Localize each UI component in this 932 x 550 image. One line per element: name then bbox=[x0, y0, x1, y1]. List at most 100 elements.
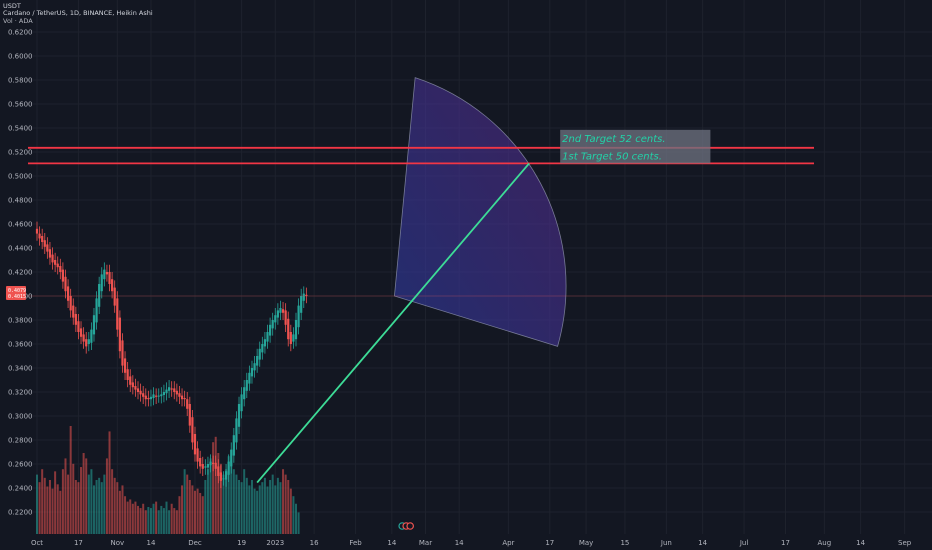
target-labels: 2nd Target 52 cents. 1st Target 50 cents. bbox=[560, 129, 711, 164]
volume-bar bbox=[46, 486, 49, 534]
fan-drawing[interactable] bbox=[393, 77, 567, 347]
candle-body bbox=[287, 318, 290, 340]
candle-body bbox=[100, 274, 103, 292]
volume-bar bbox=[38, 482, 41, 534]
time-tick-label: 15 bbox=[620, 539, 629, 547]
candle-body bbox=[250, 368, 254, 377]
candle-body bbox=[180, 395, 184, 400]
candle-body bbox=[147, 398, 150, 400]
volume-bar bbox=[90, 469, 93, 534]
volume-bar bbox=[287, 480, 290, 534]
candle-body bbox=[170, 388, 173, 390]
time-tick-label: Nov bbox=[110, 539, 124, 547]
candle-body bbox=[131, 382, 134, 388]
candle-body bbox=[162, 392, 166, 395]
candle-body bbox=[116, 298, 119, 330]
price-tick-label: 0.4600 bbox=[8, 221, 33, 229]
volume-bar bbox=[263, 477, 266, 534]
candle-body bbox=[77, 321, 80, 332]
volume-bar bbox=[103, 474, 106, 534]
volume-bar bbox=[67, 474, 70, 534]
volume-bar bbox=[186, 474, 189, 534]
candle-body bbox=[87, 339, 90, 344]
volume-bar bbox=[139, 508, 142, 534]
candle-body bbox=[85, 339, 88, 347]
candle-body bbox=[139, 390, 142, 395]
candle-body bbox=[212, 462, 215, 464]
volume-bar bbox=[170, 503, 173, 534]
target-label: 1st Target 50 cents. bbox=[562, 151, 662, 162]
time-tick-label: Jul bbox=[739, 539, 749, 547]
candle-body bbox=[199, 458, 202, 467]
symbol-title[interactable]: Cardano / TetherUS, 1D, BINANCE, Heikin … bbox=[3, 9, 153, 17]
candle-body bbox=[284, 310, 287, 325]
volume-bar bbox=[100, 482, 103, 534]
volume-bar bbox=[238, 480, 241, 534]
volume-bar bbox=[69, 426, 72, 534]
price-tick-label: 0.3800 bbox=[8, 317, 33, 325]
candle-body bbox=[258, 348, 261, 360]
candle-body bbox=[82, 334, 85, 342]
candle-body bbox=[245, 380, 248, 391]
candle-body bbox=[281, 309, 285, 313]
time-tick-label: 2023 bbox=[266, 539, 284, 547]
price-tick-label: 0.3600 bbox=[8, 341, 33, 349]
candle-body bbox=[59, 266, 62, 272]
candle-body bbox=[201, 464, 204, 469]
volume-bar bbox=[282, 469, 285, 534]
event-icons[interactable] bbox=[398, 522, 414, 530]
time-tick-label: Aug bbox=[818, 539, 832, 547]
time-axis[interactable]: Oct 17 Nov 14 Dec 19 2023 16 Feb 14 Mar 14 Apr 17 May 1… bbox=[31, 539, 912, 547]
candle-body bbox=[232, 435, 235, 456]
price-tick-label: 0.3400 bbox=[8, 365, 33, 373]
price-tick-label: 0.5800 bbox=[8, 77, 33, 85]
volume-bar bbox=[253, 488, 256, 534]
volume-bar bbox=[292, 496, 295, 534]
candle-body bbox=[188, 404, 191, 426]
price-tag-value: 0.4015 bbox=[8, 294, 26, 300]
volume-bar bbox=[206, 469, 209, 534]
time-tick-label: Mar bbox=[419, 539, 432, 547]
candle-body bbox=[302, 293, 305, 301]
candle-body bbox=[95, 298, 98, 323]
candle-body bbox=[279, 308, 282, 313]
candle-body bbox=[243, 387, 246, 400]
time-tick-label: 14 bbox=[387, 539, 396, 547]
candle-body bbox=[118, 317, 121, 352]
volume-bar bbox=[245, 477, 248, 534]
candle-body bbox=[35, 228, 39, 234]
volume-bar bbox=[243, 469, 246, 534]
volume-bar bbox=[82, 453, 85, 534]
volume-bar bbox=[72, 463, 75, 534]
candle-body bbox=[144, 395, 147, 400]
candle-body bbox=[269, 324, 272, 336]
candle-body bbox=[276, 310, 279, 318]
candle-body bbox=[175, 390, 178, 395]
trend-line[interactable] bbox=[256, 162, 530, 484]
volume-bar bbox=[87, 474, 90, 534]
price-tick-label: 0.6000 bbox=[8, 53, 33, 61]
candle-body bbox=[105, 272, 109, 275]
candle-body bbox=[173, 388, 176, 392]
candle-body bbox=[261, 344, 264, 353]
candle-body bbox=[248, 372, 251, 384]
candle-body bbox=[160, 394, 163, 397]
volume-bar bbox=[183, 469, 186, 534]
price-tick-label: 0.4200 bbox=[8, 269, 33, 277]
price-tag-box bbox=[6, 286, 26, 300]
candlesticks bbox=[35, 221, 308, 488]
price-tick-label: 0.4800 bbox=[8, 197, 33, 205]
candle-body bbox=[126, 369, 129, 380]
candle-body bbox=[69, 296, 72, 311]
time-tick-label: 17 bbox=[74, 539, 83, 547]
candle-body bbox=[41, 236, 44, 242]
volume-bar bbox=[295, 503, 297, 534]
volume-bar bbox=[196, 488, 199, 534]
price-tick-label: 0.6200 bbox=[8, 29, 33, 37]
volume-bar bbox=[162, 508, 165, 534]
volume-bar bbox=[137, 505, 140, 534]
time-tick-label: Sep bbox=[898, 539, 912, 547]
candle-body bbox=[263, 339, 267, 347]
price-axis[interactable]: 0.2200 0.2400 0.2600 0.2800 0.3000 0.3200 0.34… bbox=[8, 29, 33, 517]
